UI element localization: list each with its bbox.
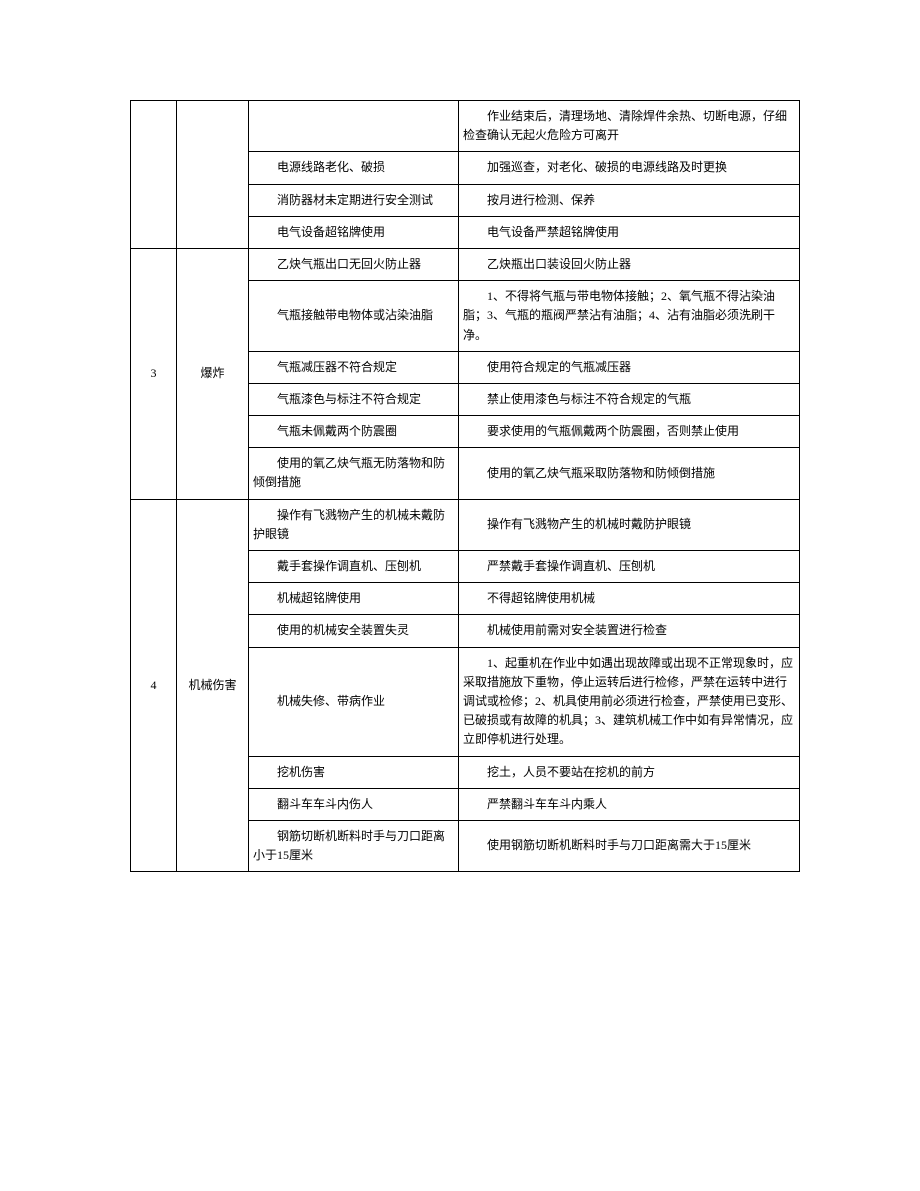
measure-cell: 作业结束后，清理场地、清除焊件余热、切断电源，仔细检查确认无起火危险方可离开	[459, 101, 800, 152]
table-row: 作业结束后，清理场地、清除焊件余热、切断电源，仔细检查确认无起火危险方可离开	[131, 101, 800, 152]
measure-cell: 1、不得将气瓶与带电物体接触；2、氧气瓶不得沾染油脂；3、气瓶的瓶阀严禁沾有油脂…	[459, 281, 800, 352]
measure-cell: 按月进行检测、保养	[459, 184, 800, 216]
risk-cell: 电气设备超铭牌使用	[249, 216, 459, 248]
measure-cell: 乙炔瓶出口装设回火防止器	[459, 248, 800, 280]
risk-cell: 气瓶接触带电物体或沾染油脂	[249, 281, 459, 352]
risk-cell: 操作有飞溅物产生的机械未戴防护眼镜	[249, 499, 459, 550]
group-num-cell	[131, 101, 177, 249]
risk-cell	[249, 101, 459, 152]
risk-cell: 乙炔气瓶出口无回火防止器	[249, 248, 459, 280]
risk-cell: 气瓶漆色与标注不符合规定	[249, 383, 459, 415]
group-num-cell: 4	[131, 499, 177, 872]
measure-cell: 机械使用前需对安全装置进行检查	[459, 615, 800, 647]
measure-cell: 禁止使用漆色与标注不符合规定的气瓶	[459, 383, 800, 415]
risk-cell: 挖机伤害	[249, 756, 459, 788]
measure-cell: 严禁戴手套操作调直机、压刨机	[459, 551, 800, 583]
risk-cell: 钢筋切断机断料时手与刀口距离小于15厘米	[249, 820, 459, 871]
measure-cell: 1、起重机在作业中如遇出现故障或出现不正常现象时，应采取措施放下重物，停止运转后…	[459, 647, 800, 756]
risk-cell: 气瓶减压器不符合规定	[249, 351, 459, 383]
risk-cell: 机械失修、带病作业	[249, 647, 459, 756]
measure-cell: 不得超铭牌使用机械	[459, 583, 800, 615]
measure-cell: 要求使用的气瓶佩戴两个防震圈，否则禁止使用	[459, 416, 800, 448]
risk-cell: 电源线路老化、破损	[249, 152, 459, 184]
measure-cell: 使用钢筋切断机断料时手与刀口距离需大于15厘米	[459, 820, 800, 871]
measure-cell: 加强巡查，对老化、破损的电源线路及时更换	[459, 152, 800, 184]
measure-cell: 严禁翻斗车车斗内乘人	[459, 788, 800, 820]
group-cat-cell: 机械伤害	[177, 499, 249, 872]
risk-cell: 使用的机械安全装置失灵	[249, 615, 459, 647]
group-num-cell: 3	[131, 248, 177, 499]
risk-cell: 使用的氧乙炔气瓶无防落物和防倾倒措施	[249, 448, 459, 499]
group-cat-cell	[177, 101, 249, 249]
risk-cell: 戴手套操作调直机、压刨机	[249, 551, 459, 583]
measure-cell: 挖土，人员不要站在挖机的前方	[459, 756, 800, 788]
table-row: 4 机械伤害 操作有飞溅物产生的机械未戴防护眼镜 操作有飞溅物产生的机械时戴防护…	[131, 499, 800, 550]
safety-table: 作业结束后，清理场地、清除焊件余热、切断电源，仔细检查确认无起火危险方可离开 电…	[130, 100, 800, 872]
measure-cell: 电气设备严禁超铭牌使用	[459, 216, 800, 248]
group-cat-cell: 爆炸	[177, 248, 249, 499]
measure-cell: 操作有飞溅物产生的机械时戴防护眼镜	[459, 499, 800, 550]
risk-cell: 气瓶未佩戴两个防震圈	[249, 416, 459, 448]
risk-cell: 翻斗车车斗内伤人	[249, 788, 459, 820]
risk-cell: 消防器材未定期进行安全测试	[249, 184, 459, 216]
table-row: 3 爆炸 乙炔气瓶出口无回火防止器 乙炔瓶出口装设回火防止器	[131, 248, 800, 280]
risk-cell: 机械超铭牌使用	[249, 583, 459, 615]
measure-cell: 使用的氧乙炔气瓶采取防落物和防倾倒措施	[459, 448, 800, 499]
measure-cell: 使用符合规定的气瓶减压器	[459, 351, 800, 383]
